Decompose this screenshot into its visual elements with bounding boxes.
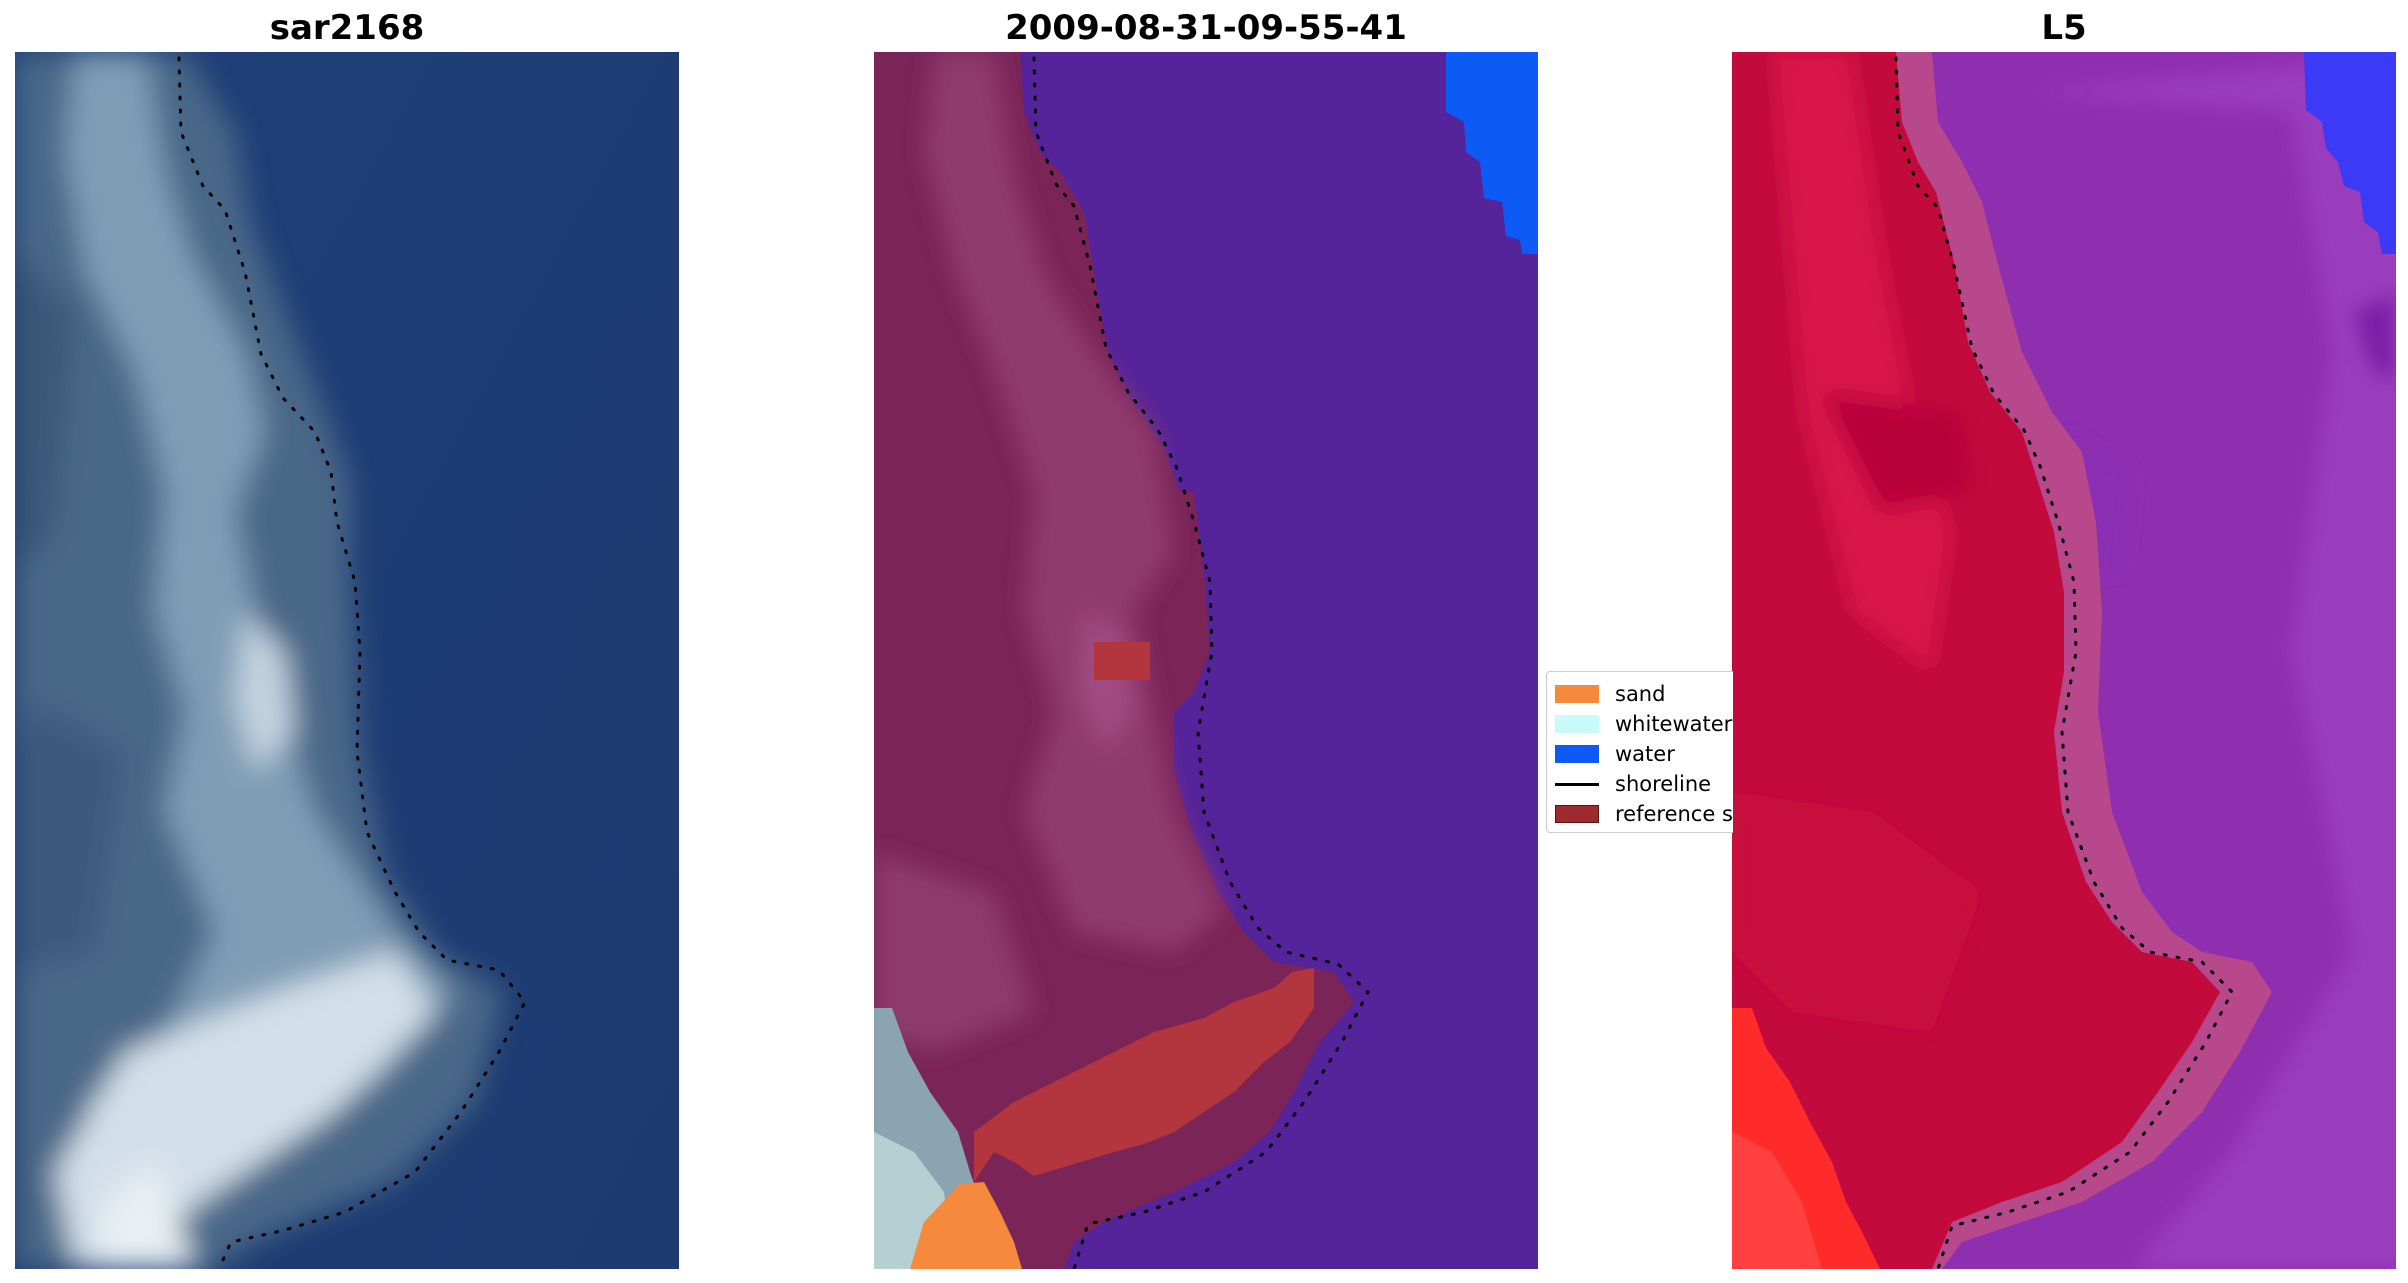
panel-title-classified: 2009-08-31-09-55-41 [1005,8,1407,48]
legend-item-whitewater: whitewater [1555,710,1732,738]
rgb-image-panel [15,52,679,1269]
legend-swatch-whitewater [1555,715,1599,733]
legend-item-water: water [1555,740,1675,768]
land-bright-area-inner [1732,1132,1822,1269]
land-texture-index [1732,52,1982,1032]
classified-image [874,52,1538,1269]
legend-item-sand: sand [1555,680,1665,708]
sand-class-area [910,1182,1022,1269]
legend-label-whitewater: whitewater [1615,712,1733,736]
water-bright-area [1446,52,1538,254]
legend-item-shoreline: shoreline [1555,770,1711,798]
index-image [1732,52,2396,1269]
rgb-image [15,52,679,1269]
panel-title-rgb: sar2168 [269,8,425,48]
legend-line-shoreline [1555,782,1599,786]
legend-label-reference: reference s [1615,802,1733,826]
legend-label-sand: sand [1615,682,1666,706]
classified-image-panel [874,52,1538,1269]
legend: sand whitewater water shoreline referenc… [1546,671,1733,833]
panel-title-index: L5 [2041,8,2087,48]
shoreline-line-middle [1032,56,1370,1269]
legend-swatch-water [1555,745,1599,763]
legend-label-water: water [1615,742,1675,766]
legend-item-reference: reference s [1555,800,1733,828]
legend-label-shoreline: shoreline [1615,772,1712,796]
shoreline-line-right [1894,56,2234,1269]
legend-swatch-reference [1555,805,1599,823]
reference-shoreline-patch [1094,642,1150,680]
reference-shoreline-area [974,968,1314,1182]
legend-swatch-sand [1555,685,1599,703]
water-blue-area [2304,52,2396,254]
index-image-panel [1732,52,2396,1269]
